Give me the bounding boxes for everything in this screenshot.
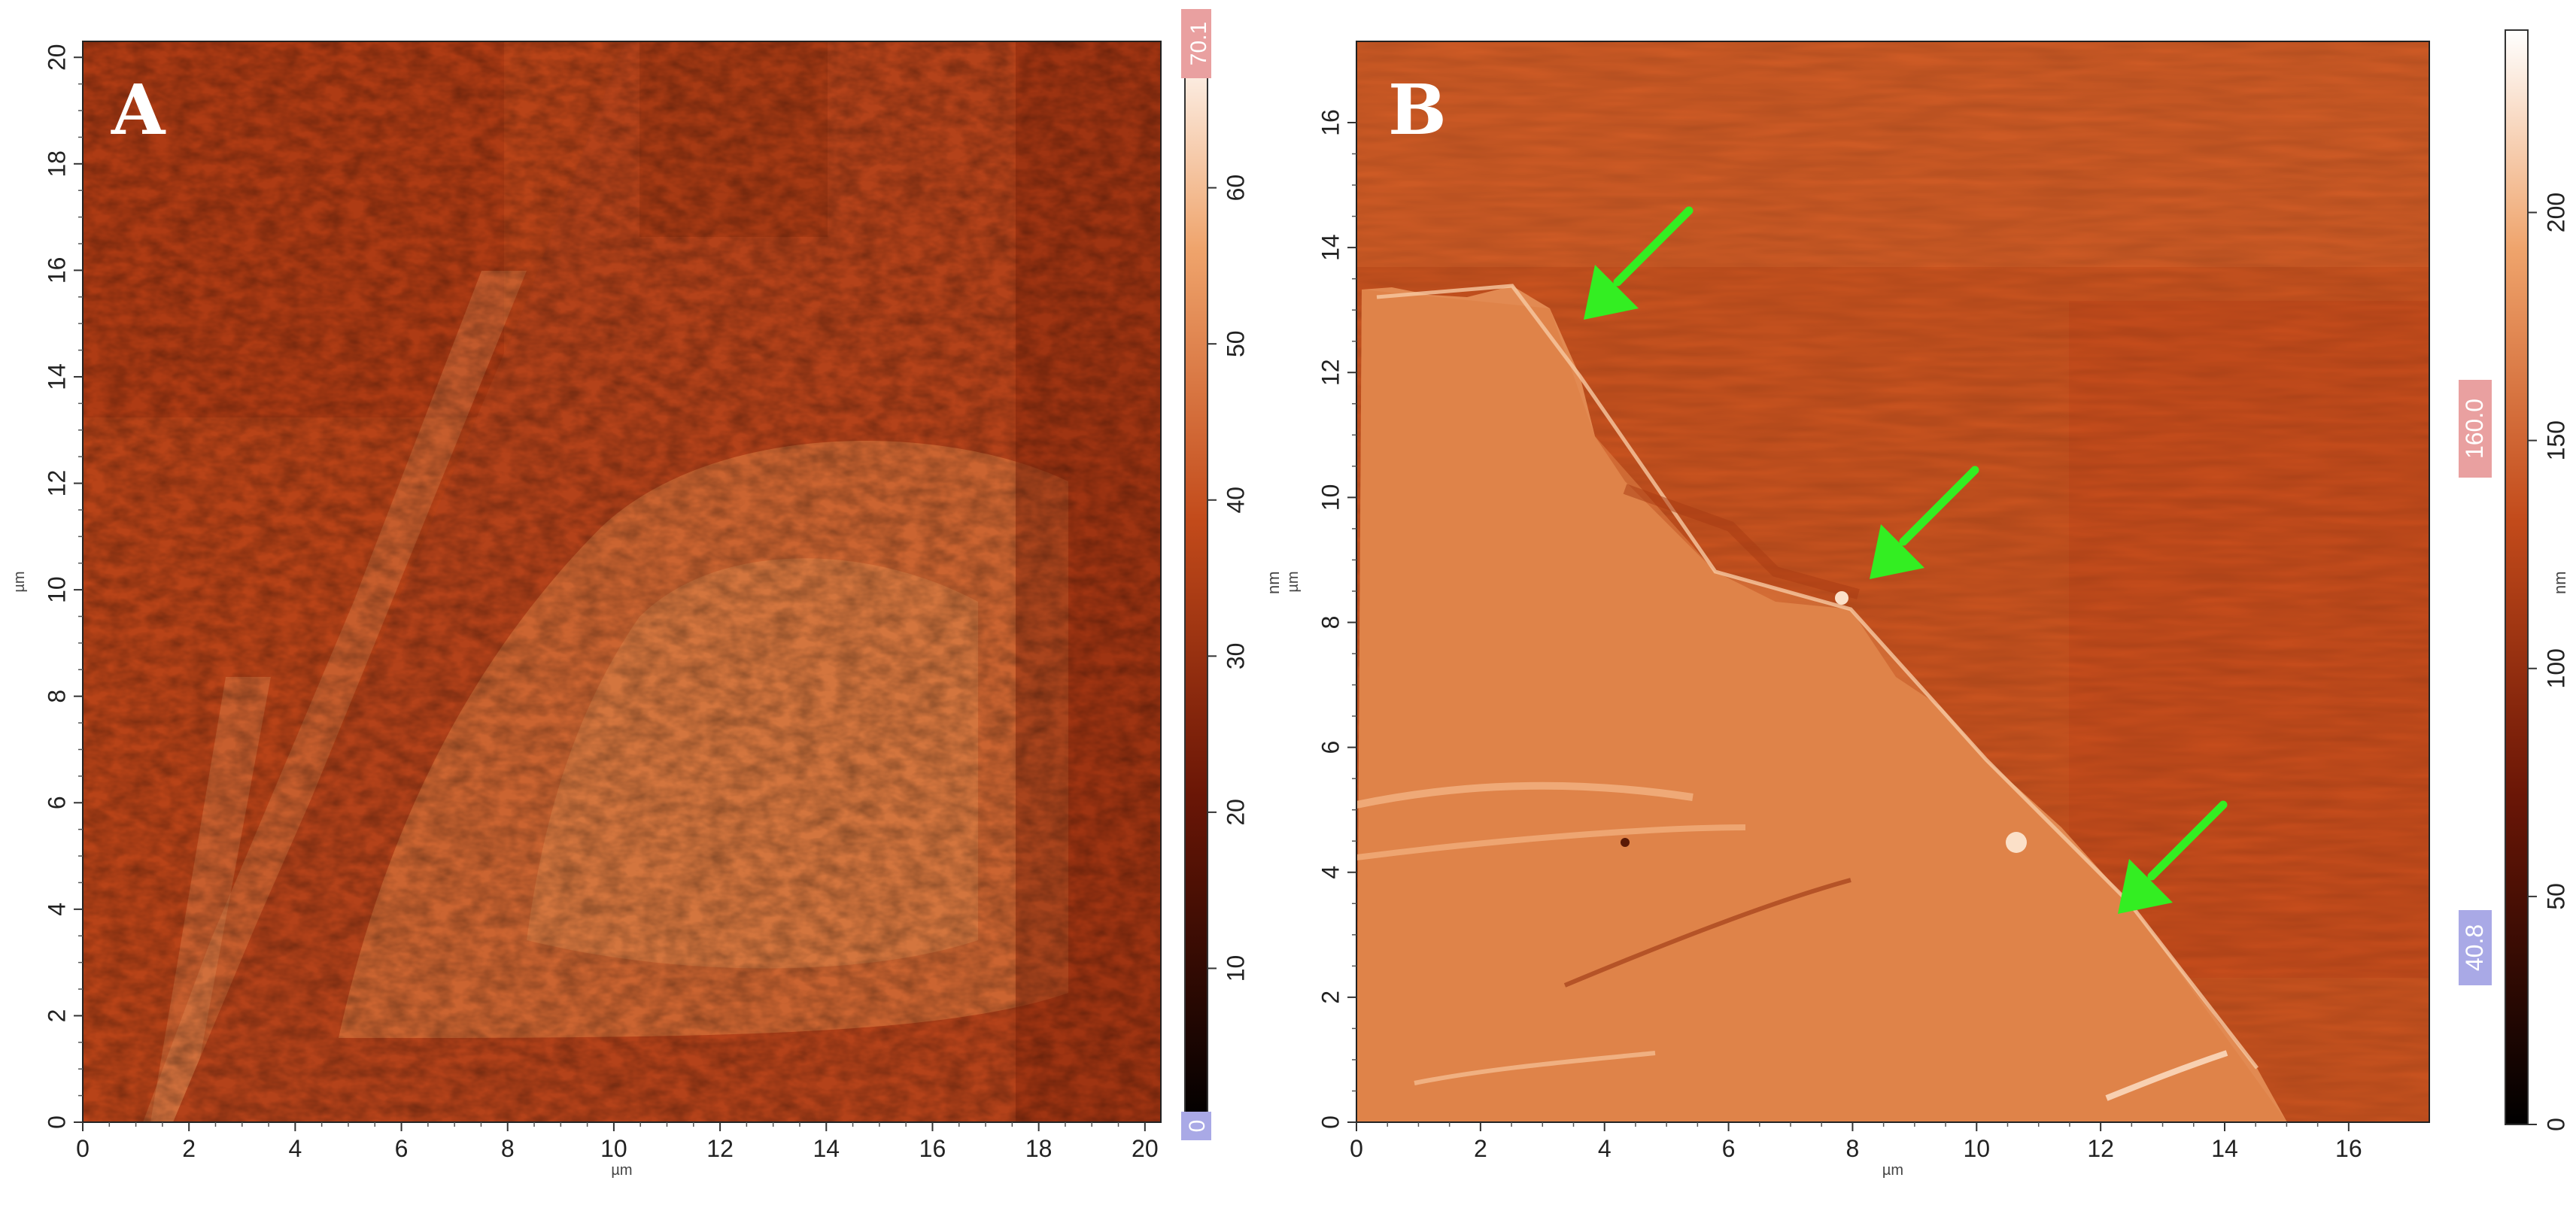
arrow-bottom bbox=[2118, 800, 2228, 914]
panel-a-scale-tick-label: 50 bbox=[1222, 330, 1249, 357]
panel-a-y-tick-label: 12 bbox=[43, 470, 70, 497]
panel-a-y-tick-label: 0 bbox=[43, 1115, 70, 1129]
panel-b-scale-bar bbox=[2505, 29, 2529, 1125]
panel-b-x-tick-label: 16 bbox=[2335, 1135, 2362, 1162]
panel-b-scale-tick-label: 50 bbox=[2542, 883, 2569, 910]
panel-a-scale-tick-label: 30 bbox=[1222, 643, 1249, 670]
panel-a-y-tick-label: 14 bbox=[43, 363, 70, 390]
panel-a-max-marker bbox=[1181, 9, 1211, 78]
panel-b-y-tick-label: 10 bbox=[1317, 484, 1344, 511]
panel-b-frame bbox=[1356, 41, 2430, 1123]
panel-b-upper-marker bbox=[2459, 380, 2492, 478]
panel-b-x-tick-label: 2 bbox=[1474, 1135, 1487, 1162]
panel-b-scale-tick-label: 200 bbox=[2542, 193, 2569, 232]
panel-a-x-tick-label: 0 bbox=[76, 1135, 90, 1162]
panel-b-y-tick-label: 0 bbox=[1317, 1115, 1344, 1129]
panel-b-scale-unit: nm bbox=[2550, 571, 2569, 594]
panel-a-axes: 0 2 4 6 8 10 12 14 16 18 20 0 2 4 6 8 10 12 14 16 18 20 µm µm bbox=[11, 44, 1159, 1179]
panel-a-y-tick-label: 20 bbox=[43, 44, 70, 71]
panel-a-min-marker bbox=[1181, 1112, 1211, 1140]
panel-a-scale-unit: nm bbox=[1264, 571, 1283, 594]
panel-b-x-tick-label: 14 bbox=[2211, 1135, 2238, 1162]
panel-b-label: B bbox=[1388, 69, 1447, 150]
panel-a-y-tick-label: 8 bbox=[43, 690, 70, 703]
panel-b-scale-tick-label: 0 bbox=[2542, 1118, 2569, 1131]
panel-b-x-tick-label: 0 bbox=[1350, 1135, 1363, 1162]
panel-a-x-tick-label: 18 bbox=[1025, 1135, 1053, 1162]
panel-a-x-tick-label: 12 bbox=[706, 1135, 734, 1162]
panel-a-image bbox=[83, 41, 1161, 1122]
panel-b-x-tick-label: 4 bbox=[1598, 1135, 1612, 1162]
panel-b-arrows bbox=[1584, 206, 2228, 914]
panel-b-lower-marker-text: 40.8 bbox=[2461, 924, 2488, 971]
panel-a-scale-bar bbox=[1184, 29, 1208, 1125]
panel-b-upper-marker-text: 160.0 bbox=[2461, 399, 2488, 459]
panel-b-axes: 0 2 4 6 8 10 12 14 16 0 2 4 6 8 10 12 14 16 µm µm bbox=[1285, 109, 2362, 1179]
panel-a-scale-tick-label: 40 bbox=[1222, 487, 1249, 514]
panel-a-x-tick-label: 20 bbox=[1132, 1135, 1159, 1162]
panel-b: B 0 2 4 6 8 10 12 14 16 0 2 4 6 8 10 12 14 16 µm µm 0 50 100 1… bbox=[1285, 29, 2569, 1179]
panel-a-min-marker-text: 0 bbox=[1185, 1120, 1210, 1133]
panel-b-y-tick-label: 12 bbox=[1317, 359, 1344, 386]
panel-b-y-tick-label: 6 bbox=[1317, 741, 1344, 754]
panel-b-y-tick-label: 4 bbox=[1317, 866, 1344, 879]
panel-a-x-tick-label: 10 bbox=[600, 1135, 627, 1162]
arrow-middle bbox=[1870, 466, 1979, 579]
panel-b-image bbox=[1356, 41, 2429, 1122]
panel-b-lower-marker bbox=[2459, 910, 2492, 985]
panel-b-x-tick-label: 12 bbox=[2087, 1135, 2114, 1162]
panel-b-y-tick-label: 14 bbox=[1317, 234, 1344, 261]
panel-a-x-tick-label: 2 bbox=[182, 1135, 196, 1162]
panel-a-x-tick-label: 14 bbox=[813, 1135, 840, 1162]
panel-a-frame bbox=[82, 41, 1162, 1123]
panel-a-label: A bbox=[111, 69, 166, 150]
panel-b-y-tick-label: 2 bbox=[1317, 991, 1344, 1004]
panel-a-max-marker-text: 70.1 bbox=[1186, 22, 1211, 65]
panel-b-x-tick-label: 10 bbox=[1963, 1135, 1990, 1162]
panel-b-y-tick-label: 16 bbox=[1317, 109, 1344, 136]
panel-a-y-tick-label: 18 bbox=[43, 150, 70, 178]
panel-b-color-scale: 0 50 100 150 200 nm 160.0 40.8 bbox=[2459, 29, 2569, 1131]
panel-b-x-tick-label: 8 bbox=[1846, 1135, 1860, 1162]
panel-b-y-tick-label: 8 bbox=[1317, 616, 1344, 630]
panel-a-y-tick-label: 2 bbox=[43, 1009, 70, 1023]
panel-a-scale-ticks: 10 20 30 40 50 60 bbox=[1208, 174, 1249, 982]
panel-a-scale-tick-label: 60 bbox=[1222, 174, 1249, 202]
panel-b-x-tick-label: 6 bbox=[1722, 1135, 1736, 1162]
panel-a-x-tick-label: 8 bbox=[501, 1135, 515, 1162]
panel-a-color-scale: 10 20 30 40 50 60 nm 70.1 0 bbox=[1181, 9, 1283, 1140]
panel-a-x-tick-label: 4 bbox=[288, 1135, 302, 1162]
panel-a-y-tick-label: 16 bbox=[43, 257, 70, 284]
panel-a-y-tick-label: 10 bbox=[43, 576, 70, 603]
panel-a-scale-tick-label: 20 bbox=[1222, 799, 1249, 826]
panel-a-x-tick-label: 16 bbox=[919, 1135, 946, 1162]
panel-a-x-unit: µm bbox=[611, 1162, 632, 1179]
panel-a: A 0 2 4 6 8 10 12 14 16 18 20 0 2 4 6 8 10 12 14 16 18 20 µm µm… bbox=[11, 9, 1283, 1179]
panel-b-y-unit: µm bbox=[1285, 571, 1302, 592]
panel-a-x-tick-label: 6 bbox=[395, 1135, 409, 1162]
panel-b-scale-ticks: 0 50 100 150 200 bbox=[2528, 193, 2569, 1131]
panel-a-scale-tick-label: 10 bbox=[1222, 955, 1249, 982]
panel-b-scale-tick-label: 100 bbox=[2542, 648, 2569, 688]
panel-b-x-unit: µm bbox=[1882, 1162, 1903, 1179]
panel-a-y-tick-label: 6 bbox=[43, 796, 70, 809]
panel-a-y-unit: µm bbox=[11, 571, 28, 592]
panel-a-y-tick-label: 4 bbox=[43, 903, 70, 916]
panel-b-scale-tick-label: 150 bbox=[2542, 420, 2569, 460]
arrow-top bbox=[1584, 206, 1694, 320]
